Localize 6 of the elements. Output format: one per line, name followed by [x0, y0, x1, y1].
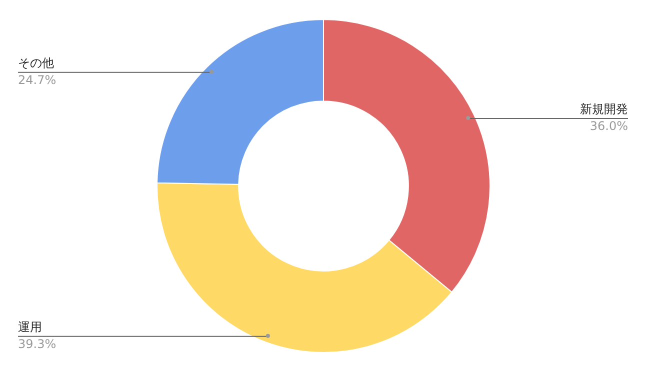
slice-label: 運用: [18, 320, 42, 334]
data-label: 39.3%: [18, 337, 56, 351]
data-label: 36.0%: [590, 119, 628, 134]
slice-label: 新規開発: [580, 102, 628, 116]
data-label: 24.7%: [18, 73, 56, 88]
slice-label: その他: [18, 56, 54, 70]
